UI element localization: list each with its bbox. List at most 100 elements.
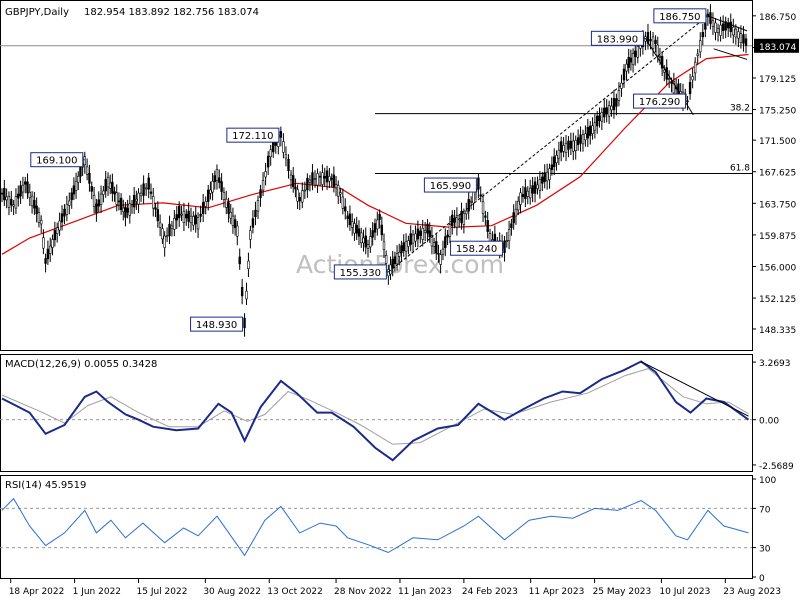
candle-body <box>53 229 57 241</box>
x-tick-label: 30 Aug 2022 <box>203 587 261 597</box>
candle-body <box>491 239 494 241</box>
candle-body <box>68 200 71 206</box>
candle-body <box>165 235 169 238</box>
candle-body <box>264 171 267 178</box>
price-tick-label: 175.250 <box>759 107 796 117</box>
candle-body <box>581 134 585 145</box>
candle-body <box>128 203 132 216</box>
candle-body <box>553 156 556 168</box>
candle-body <box>60 213 64 223</box>
price-tick-label: 156.000 <box>759 263 796 273</box>
rsi-line <box>1 497 749 557</box>
candle-body <box>313 178 317 180</box>
candle-body <box>196 216 200 230</box>
candle-body <box>672 80 676 94</box>
candle-body <box>663 69 666 73</box>
candle-body <box>688 81 692 95</box>
candle-body <box>266 155 270 168</box>
candle-body <box>74 180 78 191</box>
candle-body <box>256 200 260 212</box>
candle-body <box>538 179 542 191</box>
candle-body <box>646 31 650 44</box>
candle-body <box>321 172 324 185</box>
candle-body <box>505 240 509 242</box>
candle-body <box>517 200 520 211</box>
candle-body <box>185 213 188 219</box>
macd-name: MACD(12,26,9) <box>5 359 81 370</box>
candle-body <box>113 191 116 195</box>
candle-body <box>161 228 164 240</box>
candle-body <box>744 38 748 46</box>
candle-body <box>173 218 176 230</box>
candle-body <box>387 269 390 277</box>
candle-body <box>455 215 459 228</box>
candle-body <box>467 199 470 212</box>
candle-body <box>660 56 664 69</box>
symbol-label: GBPJPY,Daily <box>5 7 69 18</box>
candle-body <box>579 134 582 144</box>
candle-body <box>589 125 592 136</box>
candle-body <box>12 204 15 207</box>
candle-body <box>507 229 511 242</box>
candle-body <box>567 140 570 150</box>
moving-average-line <box>1 53 749 255</box>
candle-body <box>605 107 608 115</box>
candle-body <box>423 230 427 233</box>
candle-body <box>477 177 480 190</box>
candle-body <box>26 181 29 194</box>
candle-body <box>629 57 633 63</box>
candle-body <box>24 181 27 185</box>
candle-body <box>721 23 725 31</box>
candle-body <box>115 192 118 205</box>
candle-body <box>625 63 628 72</box>
price-annotation-label: 158.240 <box>456 244 497 255</box>
candle-body <box>111 181 114 194</box>
candle-body <box>428 230 431 238</box>
candle-body <box>163 235 166 248</box>
candle-body <box>536 184 539 189</box>
candle-body <box>158 222 162 228</box>
candle-body <box>245 290 248 300</box>
candle-body <box>207 189 210 202</box>
candle-body <box>130 204 134 207</box>
price-tick-label: 167.625 <box>759 169 796 179</box>
price-annotation-label: 169.100 <box>36 156 77 167</box>
candle-body <box>249 230 252 240</box>
candle-body <box>344 206 347 212</box>
candle-body <box>448 224 452 237</box>
candle-body <box>395 253 399 265</box>
price-tick-label: 179.125 <box>759 75 796 85</box>
candle-body <box>398 251 401 257</box>
candle-body <box>199 213 202 217</box>
candle-body <box>192 216 195 226</box>
candle-body <box>555 154 558 163</box>
candle-body <box>154 207 157 210</box>
candle-body <box>97 199 100 207</box>
candle-body <box>0 192 4 195</box>
candle-body <box>404 241 408 252</box>
macd-panel <box>0 354 753 472</box>
macd-values: 0.0055 0.3428 <box>84 359 157 370</box>
candle-body <box>667 78 671 80</box>
candle-body <box>55 227 59 234</box>
candle-body <box>298 197 301 202</box>
candle-body <box>514 208 518 217</box>
candle-body <box>622 68 626 81</box>
candle-body <box>182 210 186 224</box>
candle-body <box>83 156 86 166</box>
candle-body <box>699 40 702 53</box>
x-tick-label: 11 Jan 2023 <box>398 587 452 597</box>
trendline <box>713 48 748 60</box>
price-annotation-label: 183.990 <box>597 34 638 45</box>
candle-body <box>426 223 429 234</box>
candle-body <box>462 213 466 225</box>
price-annotation-label: 176.290 <box>639 97 680 108</box>
candle-body <box>627 56 630 68</box>
candle-body <box>458 218 461 221</box>
candle-body <box>444 236 447 249</box>
candle-body <box>437 252 440 255</box>
candle-body <box>269 149 272 158</box>
price-annotation-label: 172.110 <box>232 131 273 142</box>
candle-body <box>287 158 290 172</box>
